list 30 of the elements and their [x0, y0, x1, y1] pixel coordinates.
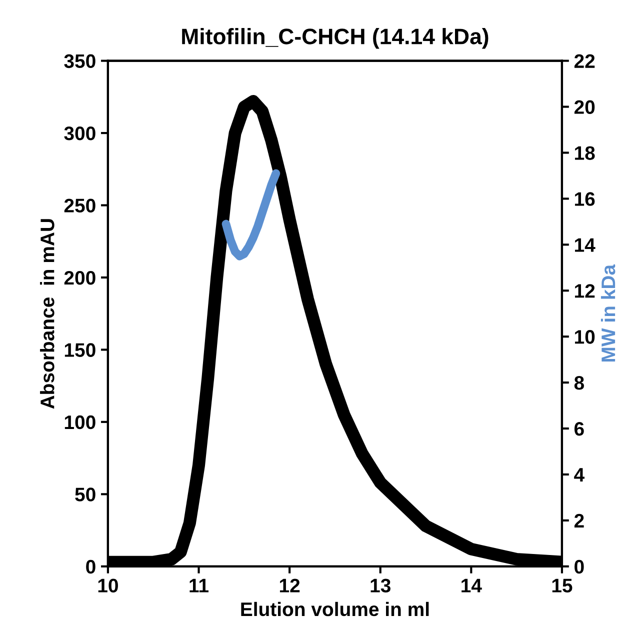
y2-tick-label: 2 — [574, 514, 584, 528]
x-tick-label: 15 — [552, 578, 572, 592]
y2-tick-label: 22 — [574, 54, 595, 68]
y-tick-label: 100 — [64, 415, 96, 430]
y2-tick-label: 14 — [575, 238, 596, 252]
x-tick-label: 12 — [280, 578, 300, 592]
y2-axis-title: MW in kDa — [600, 264, 616, 362]
x-axis-title: Elution volume in ml — [241, 602, 429, 616]
y2-tick-label: 0 — [574, 560, 584, 574]
x-tick-label: 10 — [98, 578, 118, 592]
x-tick-label: 13 — [370, 578, 390, 593]
y-tick-label: 50 — [75, 488, 96, 502]
y2-tick-label: 18 — [575, 146, 595, 160]
y-tick-label: 150 — [64, 343, 96, 357]
y2-tick-label: 12 — [575, 284, 595, 298]
y2-tick-label: 20 — [574, 100, 595, 114]
y2-tick-label: 6 — [574, 422, 584, 436]
x-tick-label: 14 — [462, 578, 482, 592]
y-tick-label: 250 — [64, 198, 96, 212]
y2-tick-label: 8 — [574, 376, 584, 390]
y2-tick-label: 10 — [575, 330, 595, 344]
y-tick-label: 350 — [64, 54, 96, 68]
chart-title: Mitofilin_C-CHCH (14.14 kDa) — [182, 28, 488, 49]
y-tick-label: 0 — [86, 560, 96, 574]
y-tick-label: 300 — [64, 126, 96, 140]
x-tick-label: 11 — [190, 578, 208, 592]
y-axis-title: Absorbance in mAU — [40, 219, 54, 409]
y2-tick-label: 16 — [575, 192, 595, 206]
y2-tick-label: 4 — [574, 468, 584, 482]
y-tick-label: 200 — [64, 270, 96, 285]
